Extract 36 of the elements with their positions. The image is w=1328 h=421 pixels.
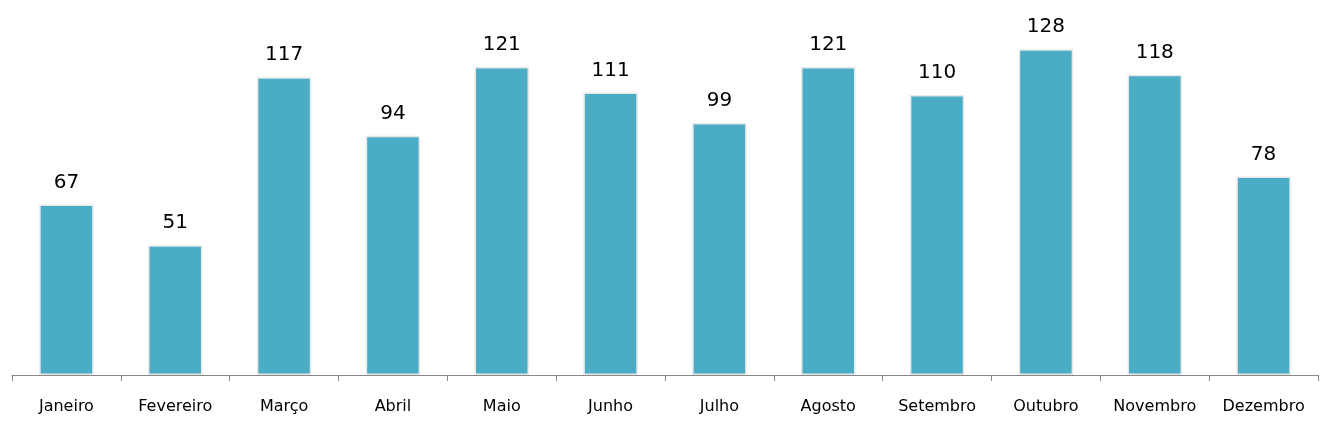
x-tick-label: Janeiro <box>37 395 94 415</box>
x-tick-label: Junho <box>587 395 634 415</box>
bar <box>256 77 312 375</box>
data-label: 111 <box>591 56 630 81</box>
data-label: 128 <box>1026 13 1066 38</box>
data-label: 51 <box>162 209 188 234</box>
bar <box>1018 49 1074 375</box>
x-tick-label: Fevereiro <box>138 395 213 415</box>
data-label: 110 <box>917 59 957 84</box>
x-tick-label: Novembro <box>1113 395 1197 415</box>
bar <box>801 67 856 375</box>
bar <box>39 204 94 375</box>
bar <box>692 123 747 375</box>
data-label: 121 <box>482 31 521 56</box>
x-tick-label: Setembro <box>898 395 977 415</box>
data-label: 121 <box>809 31 848 56</box>
bar <box>148 245 203 375</box>
bar <box>583 92 638 375</box>
x-tick-label: Março <box>259 395 309 415</box>
bar <box>365 135 421 375</box>
bar <box>1236 176 1291 375</box>
data-label: 117 <box>264 41 304 66</box>
data-label: 94 <box>380 99 406 124</box>
x-tick-label: Dezembro <box>1222 395 1305 415</box>
x-tick-label: Outubro <box>1013 395 1079 415</box>
bar <box>474 67 529 375</box>
x-tick-label: Maio <box>482 395 521 415</box>
x-tick-label: Julho <box>698 395 740 415</box>
data-label: 78 <box>1250 140 1277 165</box>
x-tick-label: Abril <box>374 395 412 415</box>
bar <box>1127 74 1182 375</box>
data-label: 99 <box>706 87 733 112</box>
x-tick-label: Agosto <box>800 395 856 415</box>
data-label: 67 <box>53 168 80 193</box>
bar <box>909 95 965 375</box>
data-label: 118 <box>1135 38 1174 63</box>
